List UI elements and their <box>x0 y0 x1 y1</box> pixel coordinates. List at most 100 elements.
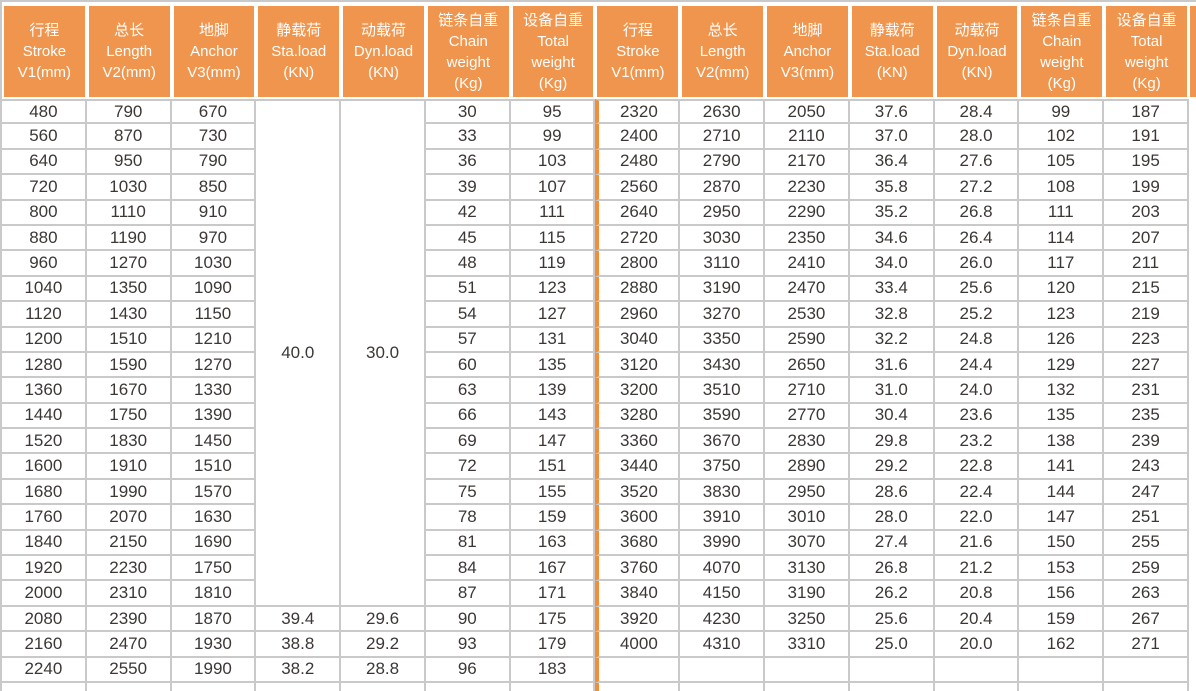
header-cell-stroke-left: 行程 Stroke V1(mm) <box>4 6 85 97</box>
table-cell: 147 <box>1019 505 1105 531</box>
table-cell: 2320 <box>595 99 681 125</box>
table-cell: 42 <box>425 200 511 226</box>
table-cell: 271 <box>1104 632 1189 658</box>
table-cell <box>935 682 1020 691</box>
table-cell: 3350 <box>680 327 766 353</box>
table-cell: 1840 <box>2 530 87 557</box>
table-cell: 36 <box>425 149 511 176</box>
table-cell: 84 <box>425 556 511 582</box>
table-cell: 26.8 <box>934 200 1020 226</box>
table-cell: 2310 <box>86 581 172 607</box>
table-cell: 3110 <box>680 251 766 277</box>
table-cell: 3600 <box>595 505 681 531</box>
table-cell: 195 <box>1104 149 1189 176</box>
table-cell: 910 <box>171 200 257 226</box>
table-cell: 33.4 <box>849 276 935 303</box>
table-cell: 26.4 <box>934 225 1020 252</box>
table-cell: 970 <box>171 225 257 252</box>
table-cell: 3070 <box>765 530 850 557</box>
table-cell: 3310 <box>765 632 850 658</box>
table-cell: 48 <box>425 251 511 277</box>
table-cell: 2400 <box>595 124 681 150</box>
table-cell: 66 <box>425 403 511 430</box>
table-cell: 139 <box>510 378 596 404</box>
table-cell: 119 <box>510 251 596 277</box>
table-cell: 21.6 <box>934 530 1020 557</box>
table-cell: 35.8 <box>849 175 935 201</box>
table-cell <box>595 682 681 691</box>
table-cell: 2870 <box>680 175 766 201</box>
header-cell-dynamic-load-left: 动载荷 Dyn.load (KN) <box>343 6 424 97</box>
header-cell-total-weight-left: 设备自重 Total weight (Kg) <box>512 6 594 97</box>
table-top-border-fragment <box>1189 0 1196 2</box>
table-cell: 2770 <box>765 403 850 430</box>
table-cell: 3520 <box>595 479 681 506</box>
table-cell: 480 <box>2 99 87 125</box>
table-cell: 111 <box>510 200 596 226</box>
table-cell: 114 <box>1019 225 1105 252</box>
table-cell: 93 <box>425 632 511 658</box>
table-cell: 2650 <box>765 352 850 379</box>
table-cell: 1590 <box>86 352 172 379</box>
table-cell: 2290 <box>765 200 850 226</box>
table-cell: 115 <box>510 225 596 252</box>
table-cell: 20.4 <box>934 606 1020 633</box>
table-cell: 28.0 <box>849 505 935 531</box>
table-cell <box>426 682 511 691</box>
table-cell: 1430 <box>86 302 172 328</box>
table-cell: 4000 <box>595 632 681 658</box>
table-cell: 3130 <box>765 556 850 582</box>
table-cell: 23.2 <box>934 429 1020 455</box>
table-cell <box>87 682 172 691</box>
table-cell: 33 <box>425 124 511 150</box>
table-cell: 51 <box>425 276 511 303</box>
table-cell: 39.4 <box>256 606 342 633</box>
table-cell: 153 <box>1019 556 1105 582</box>
table-cell: 1810 <box>171 581 257 607</box>
table-cell: 4070 <box>680 556 766 582</box>
table-cell: 126 <box>1019 327 1105 353</box>
header-cell-static-load-left: 静载荷 Sta.load (KN) <box>258 6 340 97</box>
table-cell: 45 <box>425 225 511 252</box>
table-cell: 219 <box>1104 302 1189 328</box>
table-cell: 103 <box>510 149 596 176</box>
table-cell: 24.4 <box>934 352 1020 379</box>
table-cell: 22.0 <box>934 505 1020 531</box>
table-cell: 2350 <box>765 225 850 252</box>
table-cell: 22.4 <box>934 479 1020 506</box>
table-cell: 1190 <box>86 225 172 252</box>
table-cell: 28.6 <box>849 479 935 506</box>
table-cell: 163 <box>510 530 596 557</box>
table-cell: 127 <box>510 302 596 328</box>
table-cell <box>680 682 766 691</box>
table-cell <box>765 657 850 683</box>
table-cell: 1690 <box>171 530 257 557</box>
table-cell: 54 <box>425 302 511 328</box>
table-cell: 670 <box>171 99 257 125</box>
table-cell: 1930 <box>171 632 257 658</box>
table-cell: 147 <box>510 429 596 455</box>
table-cell: 215 <box>1104 276 1189 303</box>
table-cell: 29.2 <box>341 632 426 658</box>
table-cell: 2550 <box>86 657 172 683</box>
table-cell: 34.0 <box>849 251 935 277</box>
table-cell: 123 <box>510 276 596 303</box>
table-cell: 2230 <box>86 556 172 582</box>
table-cell: 2240 <box>2 657 87 683</box>
table-cell: 2950 <box>765 479 850 506</box>
table-cell: 31.0 <box>849 378 935 404</box>
table-cell: 2170 <box>765 149 850 176</box>
table-cell: 120 <box>1019 276 1105 303</box>
header-cell-anchor-left: 地脚 Anchor V3(mm) <box>173 6 255 97</box>
table-cell <box>1104 657 1189 683</box>
header-cell-anchor-right: 地脚 Anchor V3(mm) <box>767 6 848 97</box>
table-cell <box>172 682 257 691</box>
table-cell: 3190 <box>680 276 766 303</box>
table-cell: 243 <box>1104 454 1189 480</box>
table-cell: 850 <box>171 175 257 201</box>
table-cell: 107 <box>510 175 596 201</box>
table-cell <box>1019 682 1105 691</box>
table-cell: 183 <box>510 657 596 683</box>
table-cell: 159 <box>1019 606 1105 633</box>
table-cell: 3830 <box>680 479 766 506</box>
